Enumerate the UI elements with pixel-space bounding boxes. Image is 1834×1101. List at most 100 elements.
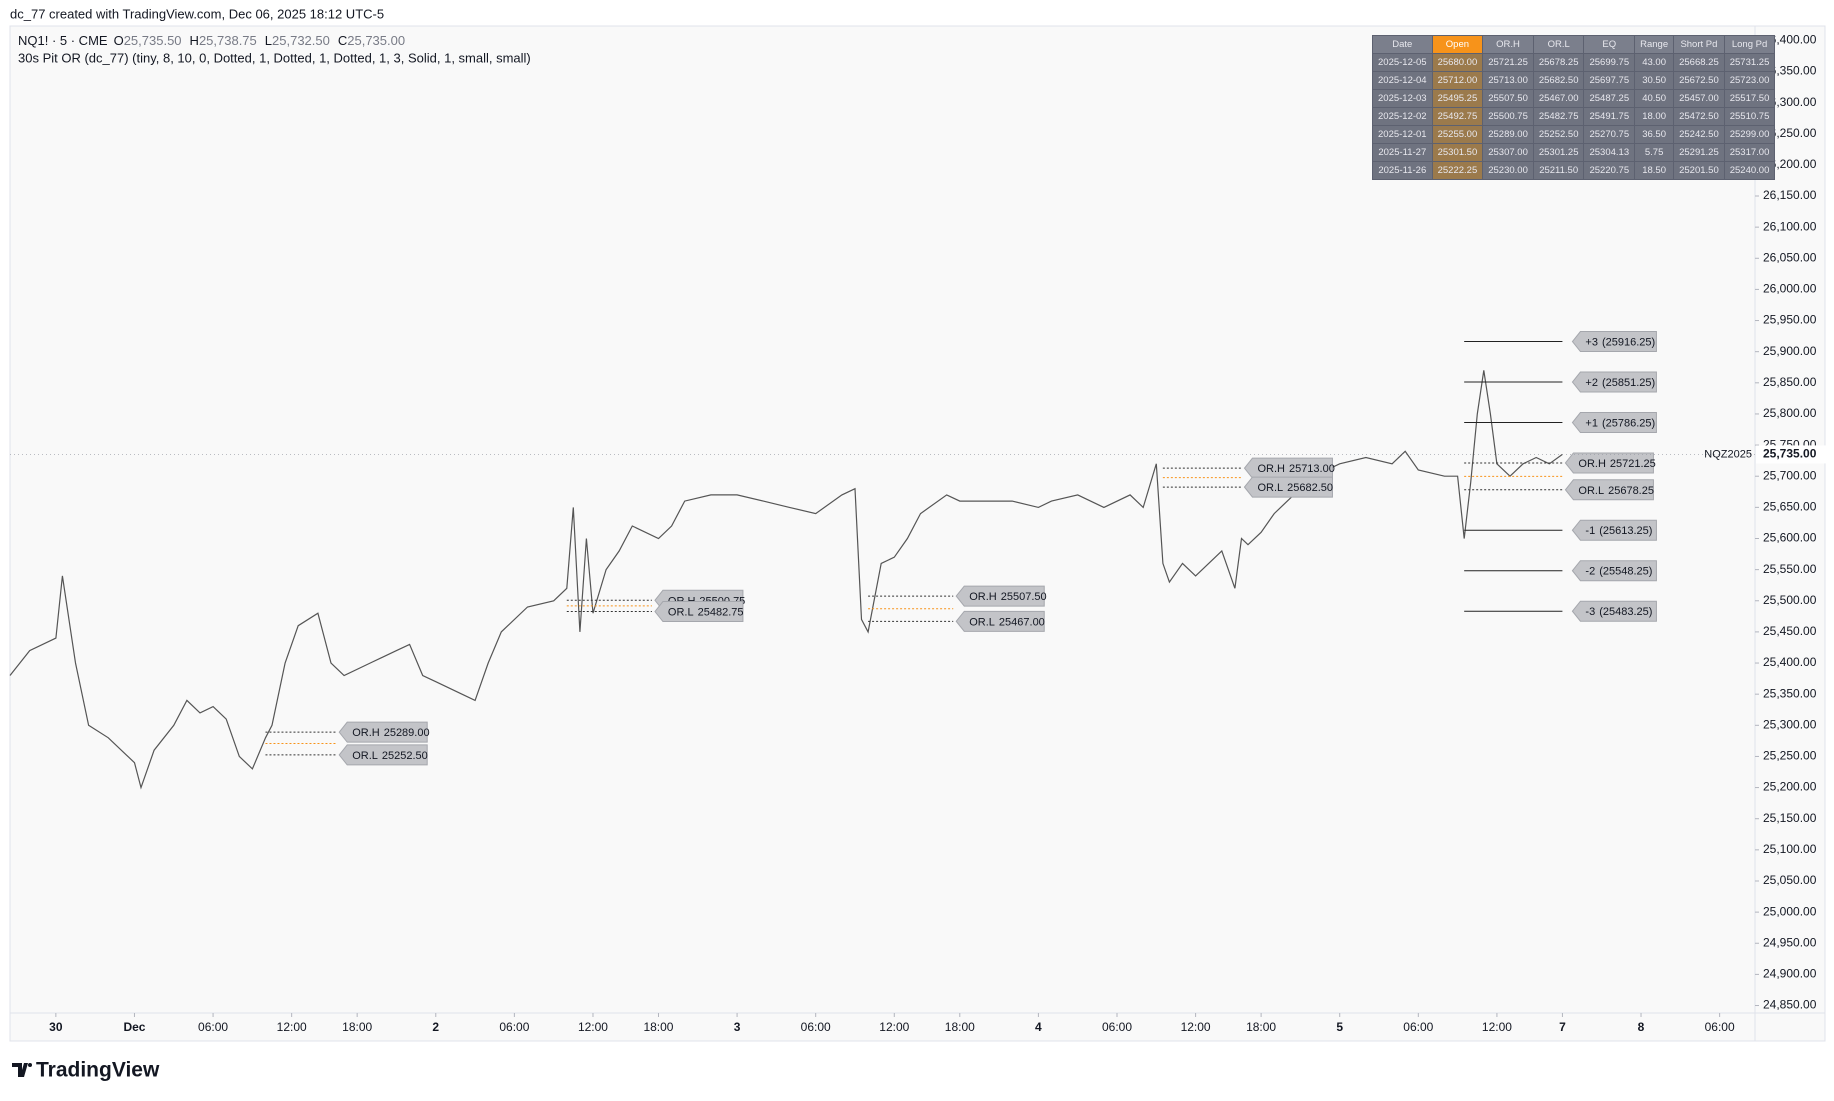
level-label-part: 25682.50 — [1287, 482, 1333, 494]
table-cell: 43.00 — [1634, 53, 1675, 72]
level-label: +3 (25916.25) — [1585, 336, 1655, 348]
y-tick-label: 25,250.00 — [1763, 749, 1817, 763]
level-label: OR.L 25682.50 — [1257, 482, 1333, 494]
table-cell: 25457.00 — [1673, 89, 1725, 108]
table-cell: 2025-12-04 — [1372, 71, 1433, 90]
table-header: Range — [1634, 35, 1675, 54]
table-cell: 25291.25 — [1673, 143, 1725, 162]
table-cell: 25487.25 — [1583, 89, 1636, 108]
table-header: OR.H — [1482, 35, 1534, 54]
table-cell: 25492.75 — [1431, 107, 1484, 126]
table-row: 2025-12-03 25495.25 25507.50 25467.00 25487.… — [1372, 89, 1776, 108]
table-cell: 25517.50 — [1723, 89, 1776, 108]
table-header: Date — [1372, 35, 1433, 54]
level-label: -2 (25548.25) — [1585, 566, 1652, 578]
level-label: +2 (25851.25) — [1585, 377, 1655, 389]
table-cell: 25699.75 — [1583, 53, 1636, 72]
table-cell: 25242.50 — [1673, 125, 1725, 144]
level-label-part: 25289.00 — [384, 727, 430, 739]
table-cell: 25211.50 — [1532, 161, 1585, 180]
table-row: 2025-11-27 25301.50 25307.00 25301.25 25304.… — [1372, 143, 1776, 162]
y-tick-label: 25,100.00 — [1763, 842, 1817, 856]
y-tick-label: 26,350.00 — [1763, 64, 1817, 78]
table-header: OR.L — [1532, 35, 1585, 54]
table-cell: 2025-12-02 — [1372, 107, 1433, 126]
table-cell: 25680.00 — [1431, 53, 1484, 72]
level-label: -3 (25483.25) — [1585, 606, 1652, 618]
table-cell: 25467.00 — [1532, 89, 1585, 108]
table-row: 2025-12-02 25492.75 25500.75 25482.75 25491.… — [1372, 107, 1776, 126]
x-tick-label: 12:00 — [879, 1020, 909, 1034]
ohlc-value: 25,738.75 — [199, 33, 257, 48]
level-label: OR.H 25289.00 — [352, 727, 429, 739]
table-cell: 25220.75 — [1583, 161, 1636, 180]
y-tick-label: 25,400.00 — [1763, 655, 1817, 669]
last-price-label: 25,735.00 — [1763, 447, 1817, 461]
table-row: 2025-12-01 25255.00 25289.00 25252.50 25270.… — [1372, 125, 1776, 144]
x-tick-label: 18:00 — [1246, 1020, 1276, 1034]
level-label: -1 (25613.25) — [1585, 525, 1652, 537]
level-label: OR.L 25252.50 — [352, 750, 428, 762]
x-tick-label: 12:00 — [578, 1020, 608, 1034]
table-cell: 40.50 — [1634, 89, 1675, 108]
label-box — [654, 601, 744, 623]
x-tick-label: 4 — [1035, 1020, 1042, 1034]
table-cell: 30.50 — [1634, 71, 1675, 90]
label-box — [1564, 452, 1654, 474]
level-label: OR.H 25721.25 — [1578, 458, 1655, 470]
table-cell: 2025-12-05 — [1372, 53, 1433, 72]
table-cell: 25697.75 — [1583, 71, 1636, 90]
y-tick-label: 25,550.00 — [1763, 562, 1817, 576]
x-tick-label: 18:00 — [945, 1020, 975, 1034]
x-tick-label: 7 — [1559, 1020, 1566, 1034]
level-label-part: OR.L — [352, 750, 378, 762]
y-tick-label: 25,150.00 — [1763, 811, 1817, 825]
level-label-part: OR.L — [668, 606, 694, 618]
table-header: Long Pd — [1723, 35, 1776, 54]
level-label: OR.L 25467.00 — [969, 616, 1045, 628]
table-header: Short Pd — [1673, 35, 1725, 54]
ohlc-label: L — [265, 33, 272, 48]
table-cell: 25712.00 — [1431, 71, 1484, 90]
y-tick-label: 25,350.00 — [1763, 686, 1817, 700]
table-cell: 2025-12-03 — [1372, 89, 1433, 108]
level-label-part: 25721.25 — [1610, 458, 1656, 470]
table-cell: 25230.00 — [1482, 161, 1534, 180]
y-tick-label: 26,250.00 — [1763, 126, 1817, 140]
label-box — [955, 610, 1045, 632]
x-tick-label: 12:00 — [1181, 1020, 1211, 1034]
table-cell: 25495.25 — [1431, 89, 1484, 108]
chart-panel — [9, 25, 1826, 1042]
table-cell: 25723.00 — [1723, 71, 1776, 90]
y-tick-label: 26,050.00 — [1763, 250, 1817, 264]
x-tick-label: 06:00 — [1403, 1020, 1433, 1034]
level-label-part: (25851.25) — [1602, 377, 1655, 389]
level-label-part: (25483.25) — [1599, 606, 1652, 618]
table-cell: 5.75 — [1634, 143, 1675, 162]
level-label-part: +2 — [1585, 377, 1598, 389]
level-label-part: OR.H — [1578, 458, 1606, 470]
level-label-part: 25507.50 — [1001, 591, 1047, 603]
y-tick-label: 25,650.00 — [1763, 500, 1817, 514]
x-tick-label: 8 — [1638, 1020, 1645, 1034]
level-label-part: 25713.00 — [1289, 463, 1335, 475]
level-label-part: OR.L — [1257, 482, 1283, 494]
table-cell: 25678.25 — [1532, 53, 1585, 72]
label-box — [1571, 412, 1657, 434]
level-label-part: OR.L — [969, 616, 995, 628]
level-label-part: OR.H — [969, 591, 997, 603]
table-cell: 25713.00 — [1482, 71, 1534, 90]
level-label-part: 25252.50 — [382, 750, 428, 762]
table-cell: 2025-11-26 — [1372, 161, 1433, 180]
or-table: Date Open OR.H OR.L EQ Range Short Pd Long Pd 20… — [1372, 35, 1776, 180]
table-cell: 25317.00 — [1723, 143, 1776, 162]
label-box — [955, 585, 1045, 607]
brand: TradingView — [36, 1059, 160, 1082]
ohlc-value: 25,732.50 — [272, 33, 330, 48]
level-label: OR.L 25678.25 — [1578, 485, 1654, 497]
table-cell: 18.00 — [1634, 107, 1675, 126]
level-label-part: -3 — [1585, 606, 1595, 618]
table-cell: 25510.75 — [1723, 107, 1776, 126]
